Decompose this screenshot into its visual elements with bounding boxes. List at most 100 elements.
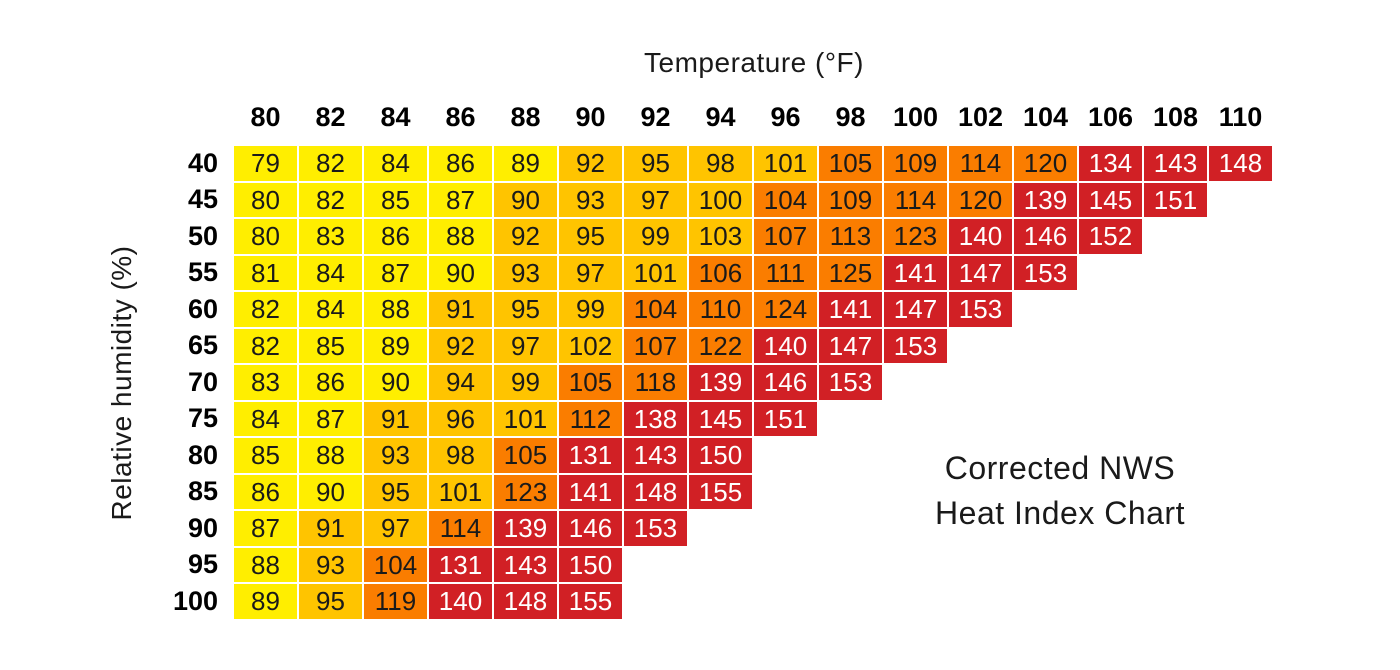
heat-index-cell: 148 xyxy=(1209,146,1272,181)
heat-index-cell: 139 xyxy=(689,365,752,400)
heat-index-cell: 83 xyxy=(234,365,297,400)
heat-index-cell: 140 xyxy=(429,584,492,619)
temperature-tick: 92 xyxy=(640,102,671,132)
heat-index-cell: 140 xyxy=(949,219,1012,254)
heat-index-cell: 85 xyxy=(364,182,427,217)
heatmap-row: 86 90 95 101 123 141 148 155 xyxy=(234,474,1272,509)
heat-index-cell: 96 xyxy=(429,401,492,436)
heat-index-cell: 99 xyxy=(494,365,557,400)
heat-index-cell: 95 xyxy=(299,584,362,619)
heat-index-cell: 155 xyxy=(689,474,752,509)
heat-index-cell: 86 xyxy=(234,474,297,509)
heat-index-cell: 84 xyxy=(299,292,362,327)
heat-index-cell: 147 xyxy=(819,328,882,363)
heat-index-cell: 114 xyxy=(429,511,492,546)
temperature-tick: 108 xyxy=(1152,102,1199,132)
heatmap-row: 82 84 88 91 95 99 104 110 124 141 147 153 xyxy=(234,292,1272,327)
heat-index-cell: 85 xyxy=(234,438,297,473)
heat-index-cell: 153 xyxy=(1014,255,1077,290)
heat-index-cell: 131 xyxy=(429,547,492,582)
heatmap-row: 80 82 85 87 90 93 97 100 104 109 114 120 139 145 151 xyxy=(234,182,1272,217)
humidity-tick: 80 xyxy=(187,439,218,470)
heat-index-cell: 91 xyxy=(364,401,427,436)
heat-index-cell: 89 xyxy=(494,146,557,181)
heat-index-cell: 98 xyxy=(689,146,752,181)
heat-index-cell: 153 xyxy=(884,328,947,363)
x-axis-title: Temperature (°F) xyxy=(644,47,864,78)
heat-index-cell: 93 xyxy=(299,547,362,582)
heat-index-cell: 125 xyxy=(819,255,882,290)
chart-title-line-1: Corrected NWS xyxy=(944,450,1176,486)
heat-index-cell: 90 xyxy=(364,365,427,400)
heat-index-cell: 97 xyxy=(494,328,557,363)
heat-index-cell: 143 xyxy=(494,547,557,582)
heat-index-cell: 101 xyxy=(624,255,687,290)
heat-index-cell: 93 xyxy=(494,255,557,290)
temperature-tick: 104 xyxy=(1022,102,1069,132)
humidity-tick: 70 xyxy=(187,366,218,397)
heat-index-cell: 141 xyxy=(884,255,947,290)
heat-index-cell: 120 xyxy=(949,182,1012,217)
heatmap-row: 85 88 93 98 105 131 143 150 xyxy=(234,438,1272,473)
heatmap-row: 82 85 89 92 97 102 107 122 140 147 153 xyxy=(234,328,1272,363)
heat-index-cell: 145 xyxy=(689,401,752,436)
humidity-tick: 95 xyxy=(187,549,218,580)
humidity-tick: 60 xyxy=(187,293,218,324)
heat-index-cell: 148 xyxy=(494,584,557,619)
heat-index-cell: 82 xyxy=(234,292,297,327)
heat-index-cell: 99 xyxy=(559,292,622,327)
heat-index-cell: 97 xyxy=(559,255,622,290)
heat-index-cell: 84 xyxy=(299,255,362,290)
chart-title-annotation: Corrected NWS Heat Index Chart xyxy=(870,446,1250,536)
heat-index-cell: 88 xyxy=(299,438,362,473)
temperature-tick: 94 xyxy=(705,102,736,132)
heat-index-cell: 100 xyxy=(689,182,752,217)
heat-index-cell: 106 xyxy=(689,255,752,290)
heat-index-cell: 150 xyxy=(689,438,752,473)
heat-index-cell: 94 xyxy=(429,365,492,400)
heat-index-cell: 82 xyxy=(299,146,362,181)
heat-index-cell: 120 xyxy=(1014,146,1077,181)
heat-index-cell: 86 xyxy=(364,219,427,254)
humidity-tick: 75 xyxy=(187,403,218,434)
heat-index-cell: 80 xyxy=(234,182,297,217)
heat-index-cell: 131 xyxy=(559,438,622,473)
heat-index-cell: 122 xyxy=(689,328,752,363)
heat-index-cell: 124 xyxy=(754,292,817,327)
heat-index-cell: 90 xyxy=(299,474,362,509)
temperature-tick: 88 xyxy=(510,102,541,132)
heat-index-cell: 111 xyxy=(754,255,817,290)
temperature-tick-row: 80 82 84 86 88 90 92 94 96 98 100 102 104 106 108 110 xyxy=(234,102,1272,133)
heatmap-row: 88 93 104 131 143 150 xyxy=(234,547,1272,582)
temperature-tick: 80 xyxy=(250,102,281,132)
heat-index-cell: 123 xyxy=(494,474,557,509)
heat-index-cell: 153 xyxy=(624,511,687,546)
heat-index-cell: 104 xyxy=(364,547,427,582)
heat-index-cell: 95 xyxy=(559,219,622,254)
heat-index-cell: 102 xyxy=(559,328,622,363)
heat-index-cell: 145 xyxy=(1079,182,1142,217)
heat-index-cell: 105 xyxy=(494,438,557,473)
heat-index-cell: 92 xyxy=(429,328,492,363)
temperature-tick: 106 xyxy=(1087,102,1134,132)
humidity-tick: 100 xyxy=(172,585,218,616)
chart-title-line-2: Heat Index Chart xyxy=(935,495,1185,531)
temperature-tick: 86 xyxy=(445,102,476,132)
heat-index-cell: 87 xyxy=(299,401,362,436)
heat-index-cell: 87 xyxy=(364,255,427,290)
heat-index-cell: 81 xyxy=(234,255,297,290)
heat-index-cell: 101 xyxy=(429,474,492,509)
heat-index-cell: 118 xyxy=(624,365,687,400)
heat-index-cell: 90 xyxy=(494,182,557,217)
temperature-tick: 82 xyxy=(315,102,346,132)
heat-index-cell: 105 xyxy=(819,146,882,181)
heat-index-cell: 150 xyxy=(559,547,622,582)
heat-index-cell: 119 xyxy=(364,584,427,619)
heat-index-cell: 153 xyxy=(949,292,1012,327)
heat-index-cell: 86 xyxy=(429,146,492,181)
humidity-tick: 40 xyxy=(187,147,218,178)
heatmap-row: 89 95 119 140 148 155 xyxy=(234,584,1272,619)
heat-index-cell: 84 xyxy=(364,146,427,181)
heat-index-cell: 153 xyxy=(819,365,882,400)
